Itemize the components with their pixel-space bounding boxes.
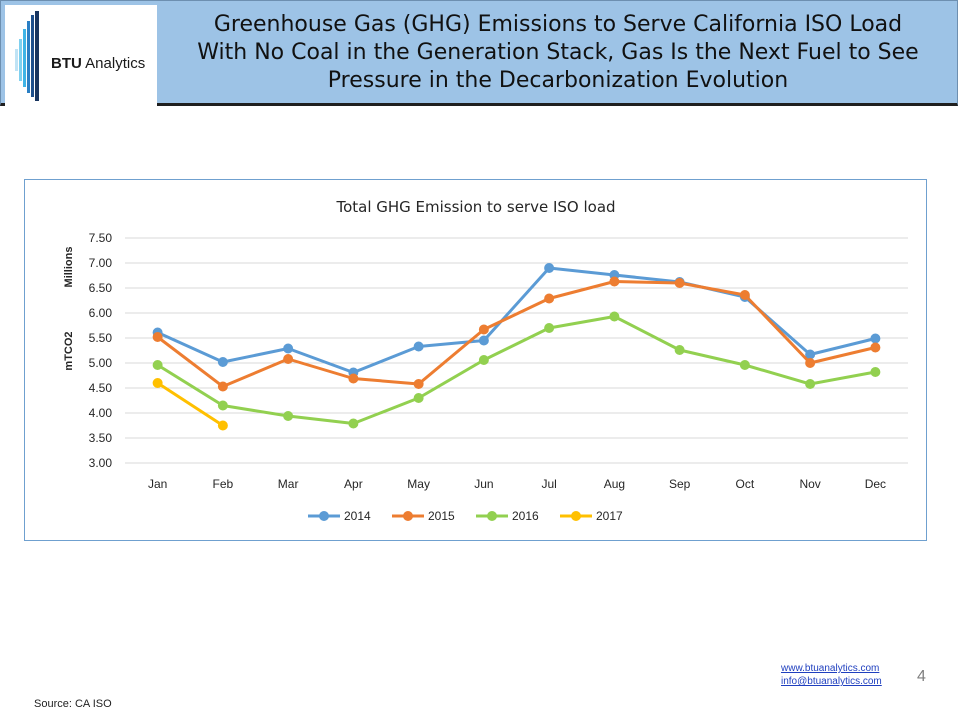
legend-item-2015: 2015 (392, 509, 455, 523)
data-point (805, 379, 816, 389)
legend-item-2017: 2017 (560, 509, 623, 523)
legend-marker (487, 511, 497, 521)
page-number: 4 (917, 668, 926, 685)
data-point (348, 373, 359, 384)
data-point (674, 345, 685, 355)
data-point (674, 278, 685, 288)
data-point (413, 341, 424, 352)
y-tick-label: 6.50 (89, 281, 113, 295)
slide-header: BTU Analytics Greenhouse Gas (GHG) Emiss… (0, 0, 958, 106)
x-tick-label: Apr (344, 477, 363, 491)
y-axis-ticks: 3.00 3.50 4.00 4.50 5.00 5.50 6.00 6.50 7.00 7.50 (89, 231, 113, 470)
x-tick-label: Nov (799, 477, 820, 491)
series-2017 (152, 378, 228, 431)
y-tick-label: 3.50 (89, 431, 113, 445)
series-lines (152, 263, 881, 431)
data-point (870, 367, 881, 377)
series-2016 (152, 311, 881, 429)
y-tick-label: 7.00 (89, 256, 113, 270)
chart-frame: Total GHG Emission to serve ISO load 3.0… (24, 179, 927, 541)
email-link[interactable]: info@btuanalytics.com (781, 676, 882, 687)
logo-wordmark: BTU Analytics (51, 55, 146, 72)
data-point (805, 358, 816, 368)
title-line-3: Pressure in the Decarbonization Evolutio… (327, 68, 789, 93)
data-point (544, 323, 555, 333)
x-tick-label: Jul (541, 477, 556, 491)
data-point (478, 324, 489, 335)
data-point (478, 335, 489, 346)
legend-marker (571, 511, 581, 521)
y-axis-title: mTCO2 Millions (63, 247, 75, 371)
page-title: Greenhouse Gas (GHG) Emissions to Serve … (163, 11, 953, 95)
data-point (152, 378, 163, 388)
x-tick-label: Aug (604, 477, 625, 491)
legend-marker (403, 511, 413, 521)
data-point (283, 411, 294, 421)
legend-label: 2016 (512, 509, 539, 523)
data-point (739, 290, 750, 300)
data-point (609, 311, 620, 322)
x-tick-label: Sep (669, 477, 691, 491)
series-2014 (152, 263, 881, 378)
x-axis-ticks: Jan Feb Mar Apr May Jun Jul Aug Sep Oct Nov Dec (148, 477, 886, 491)
y-axis-units: Millions (63, 247, 75, 288)
data-point (478, 355, 489, 365)
data-point (152, 360, 163, 370)
data-point (348, 418, 359, 429)
x-tick-label: Jan (148, 477, 167, 491)
x-tick-label: Feb (213, 477, 234, 491)
y-tick-label: 5.00 (89, 356, 113, 370)
data-point (413, 393, 424, 403)
legend-label: 2014 (344, 509, 371, 523)
x-tick-label: Jun (474, 477, 493, 491)
data-point (544, 263, 555, 273)
source-note: Source: CA ISO (34, 698, 112, 710)
title-line-2: With No Coal in the Generation Stack, Ga… (197, 40, 919, 65)
legend: 2014 2015 2016 2017 (308, 509, 623, 523)
data-point (609, 276, 620, 287)
y-axis-label: mTCO2 (63, 331, 75, 370)
logo: BTU Analytics (5, 5, 157, 106)
y-tick-label: 4.50 (89, 381, 113, 395)
series-line (156, 315, 877, 425)
data-point (217, 420, 228, 431)
series-line (156, 280, 877, 388)
x-tick-label: May (407, 477, 430, 491)
legend-label: 2015 (428, 509, 455, 523)
legend-item-2014: 2014 (308, 509, 371, 523)
series-2015 (152, 276, 881, 392)
data-point (283, 354, 294, 364)
chart-title: Total GHG Emission to serve ISO load (335, 198, 615, 216)
data-point (739, 360, 750, 370)
gridlines (125, 237, 908, 464)
x-tick-label: Mar (278, 477, 299, 491)
data-point (544, 293, 555, 304)
data-point (217, 400, 228, 411)
data-point (217, 381, 228, 392)
website-link[interactable]: www.btuanalytics.com (781, 663, 880, 674)
data-point (805, 349, 816, 360)
y-tick-label: 7.50 (89, 231, 113, 245)
x-tick-label: Dec (865, 477, 886, 491)
y-tick-label: 4.00 (89, 406, 113, 420)
legend-label: 2017 (596, 509, 623, 523)
legend-marker (319, 511, 329, 521)
title-line-1: Greenhouse Gas (GHG) Emissions to Serve … (213, 12, 903, 37)
y-tick-label: 3.00 (89, 456, 113, 470)
logo-bars-icon (15, 11, 39, 101)
x-tick-label: Oct (736, 477, 755, 491)
series-line (156, 381, 225, 427)
legend-item-2016: 2016 (476, 509, 539, 523)
data-point (152, 332, 163, 342)
data-point (870, 333, 881, 344)
data-point (413, 379, 424, 389)
y-tick-label: 6.00 (89, 306, 113, 320)
y-tick-label: 5.50 (89, 331, 113, 345)
ghg-emissions-line-chart: Total GHG Emission to serve ISO load 3.0… (63, 198, 908, 523)
data-point (217, 357, 228, 367)
data-point (870, 342, 881, 353)
data-point (283, 343, 294, 354)
